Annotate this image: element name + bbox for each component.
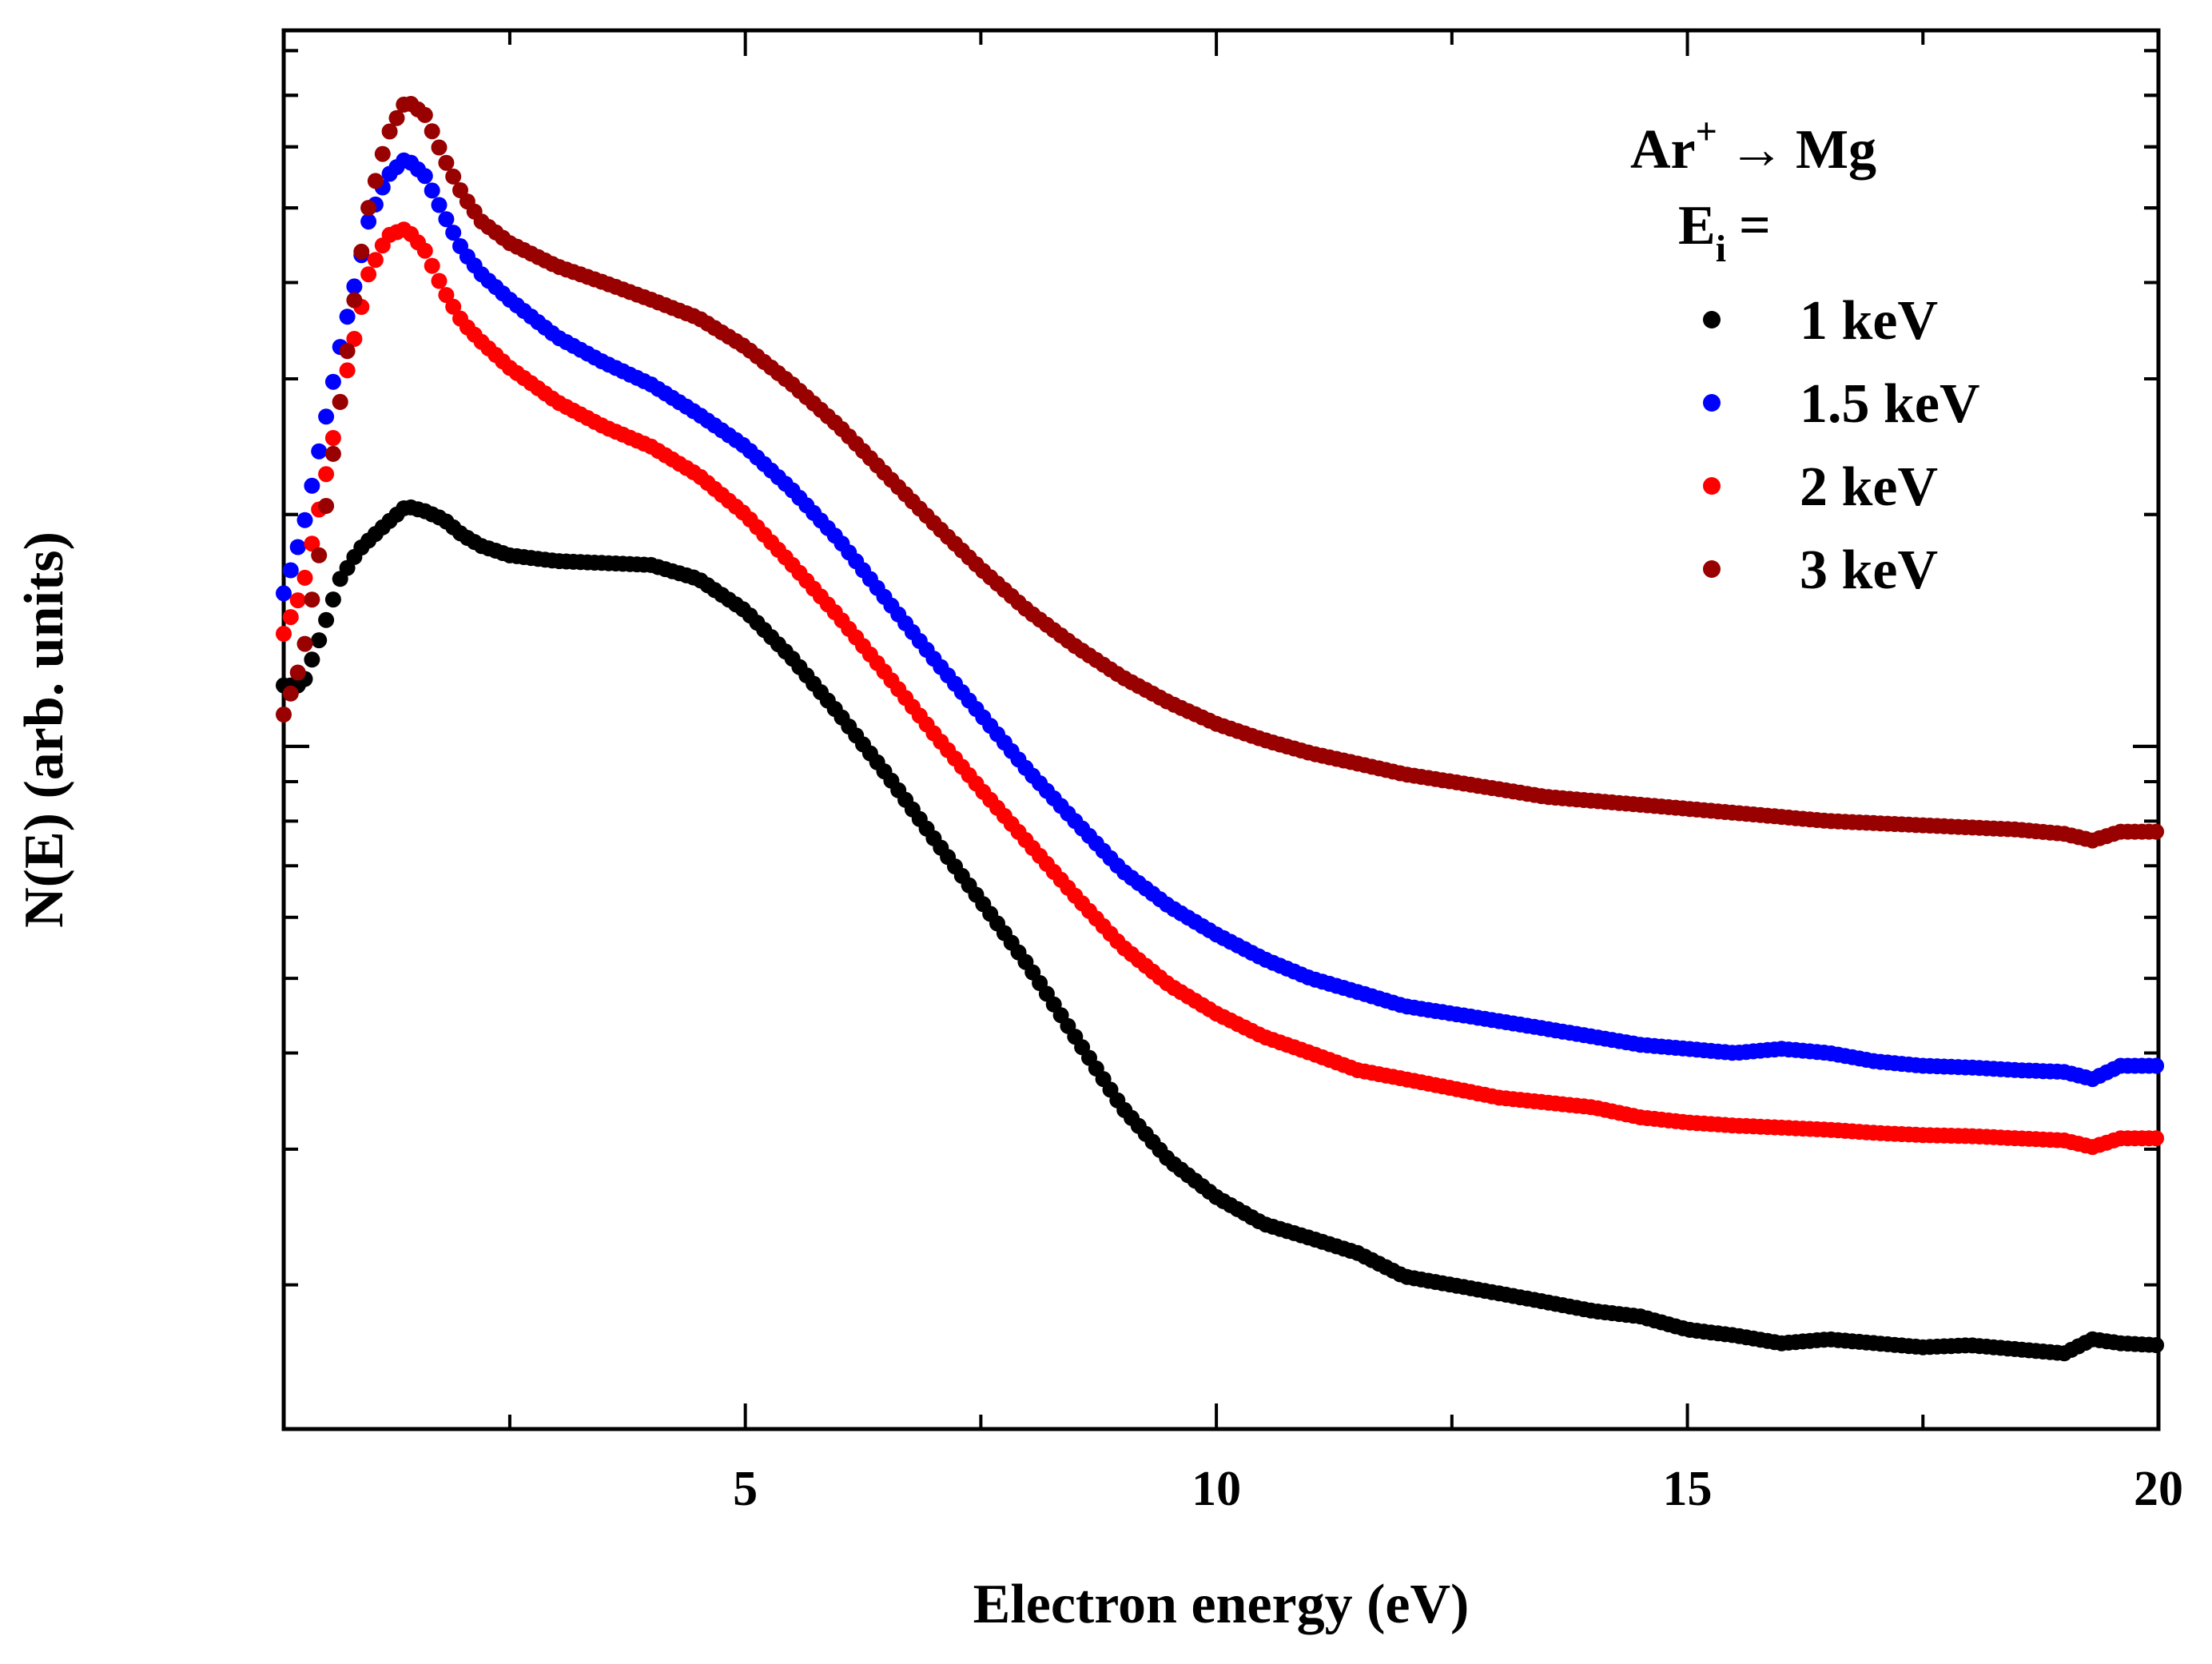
legend-energy-symbol: E bbox=[1678, 195, 1716, 257]
legend-entries: 1 keV 1.5 keV 2 keV 3 keV bbox=[1703, 290, 1980, 601]
data-point bbox=[318, 611, 335, 628]
legend: Ar+ → Mg Ei = 1 keV 1.5 keV 2 keV 3 keV bbox=[1630, 110, 1980, 601]
data-point bbox=[381, 123, 398, 140]
data-point bbox=[318, 408, 335, 425]
data-point bbox=[289, 592, 306, 609]
data-point bbox=[2148, 1057, 2165, 1074]
data-point bbox=[324, 591, 341, 608]
data-point bbox=[324, 430, 341, 446]
data-point bbox=[276, 707, 292, 723]
legend-label: 1 keV bbox=[1800, 290, 1938, 352]
series-2-keV bbox=[276, 221, 2165, 1156]
legend-arrow: → bbox=[1729, 119, 1784, 181]
data-point bbox=[424, 257, 440, 274]
data-point bbox=[424, 123, 440, 140]
data-point bbox=[339, 309, 356, 325]
data-point bbox=[276, 626, 292, 642]
data-point bbox=[318, 466, 335, 483]
legend-label: 2 keV bbox=[1800, 456, 1938, 518]
data-point bbox=[339, 362, 356, 379]
legend-ion: Ar bbox=[1630, 119, 1696, 181]
data-point bbox=[431, 139, 448, 156]
data-point bbox=[367, 173, 384, 189]
data-point bbox=[2148, 823, 2165, 840]
data-point bbox=[339, 343, 356, 360]
axis-ticks bbox=[284, 30, 2160, 1429]
x-tick-label: 5 bbox=[733, 1462, 758, 1516]
data-point bbox=[360, 266, 377, 283]
legend-energy-subscript: i bbox=[1716, 228, 1726, 270]
data-point bbox=[2148, 1130, 2165, 1147]
legend-marker bbox=[1703, 560, 1721, 578]
data-point bbox=[346, 331, 363, 347]
data-point bbox=[431, 197, 448, 213]
data-point bbox=[416, 106, 433, 123]
data-point bbox=[416, 242, 433, 259]
x-tick-label: 20 bbox=[2134, 1462, 2183, 1516]
data-point bbox=[445, 225, 462, 241]
legend-marker bbox=[1703, 394, 1721, 412]
legend-subtitle: Ei = bbox=[1678, 195, 1771, 270]
data-point bbox=[360, 200, 377, 217]
data-point bbox=[296, 569, 313, 586]
data-point bbox=[438, 154, 455, 171]
series-layer bbox=[276, 96, 2165, 1362]
data-point bbox=[318, 498, 335, 514]
data-point bbox=[438, 287, 455, 304]
data-point bbox=[282, 562, 299, 579]
x-tick-label: 10 bbox=[1192, 1462, 1241, 1516]
series-1-5-keV bbox=[276, 152, 2165, 1088]
data-point bbox=[438, 211, 455, 228]
data-point bbox=[282, 685, 299, 702]
data-point bbox=[416, 168, 433, 185]
legend-equals: = bbox=[1739, 195, 1771, 257]
data-point bbox=[289, 664, 306, 681]
x-axis-title: Electron energy (eV) bbox=[973, 1574, 1470, 1635]
legend-marker bbox=[1703, 311, 1721, 328]
data-point bbox=[346, 292, 363, 309]
data-point bbox=[276, 585, 292, 602]
data-point bbox=[304, 651, 320, 668]
data-point bbox=[296, 635, 313, 652]
data-point bbox=[304, 591, 320, 608]
legend-ion-charge: + bbox=[1696, 110, 1717, 153]
legend-title: Ar+ → Mg bbox=[1630, 110, 1876, 181]
legend-marker bbox=[1703, 477, 1721, 495]
data-point bbox=[282, 609, 299, 626]
legend-label: 1.5 keV bbox=[1800, 373, 1980, 435]
data-point bbox=[311, 547, 328, 563]
data-point bbox=[304, 477, 320, 494]
series-3-keV bbox=[276, 96, 2165, 849]
data-point bbox=[304, 535, 320, 552]
x-tick-labels: 5 10 15 20 bbox=[733, 1462, 2183, 1516]
y-axis-title: N(E) (arb. units) bbox=[14, 531, 75, 928]
data-point bbox=[388, 109, 405, 126]
data-point bbox=[324, 445, 341, 462]
data-point bbox=[332, 393, 348, 410]
data-point bbox=[424, 182, 440, 199]
data-point bbox=[289, 539, 306, 555]
data-point bbox=[2148, 1337, 2165, 1353]
legend-target: Mg bbox=[1796, 119, 1876, 181]
data-point bbox=[311, 443, 328, 460]
data-point bbox=[431, 273, 448, 289]
data-point bbox=[311, 632, 328, 649]
data-point bbox=[296, 512, 313, 528]
data-point bbox=[346, 278, 363, 295]
data-point bbox=[367, 252, 384, 269]
data-point bbox=[445, 298, 462, 315]
data-point bbox=[360, 213, 377, 230]
data-point bbox=[445, 168, 462, 185]
data-point bbox=[353, 243, 370, 260]
plot-frame bbox=[281, 28, 2161, 1431]
series-1-keV bbox=[276, 499, 2165, 1362]
x-tick-label: 15 bbox=[1663, 1462, 1713, 1516]
data-point bbox=[374, 145, 391, 162]
legend-label: 3 keV bbox=[1800, 539, 1938, 601]
data-point bbox=[324, 373, 341, 390]
